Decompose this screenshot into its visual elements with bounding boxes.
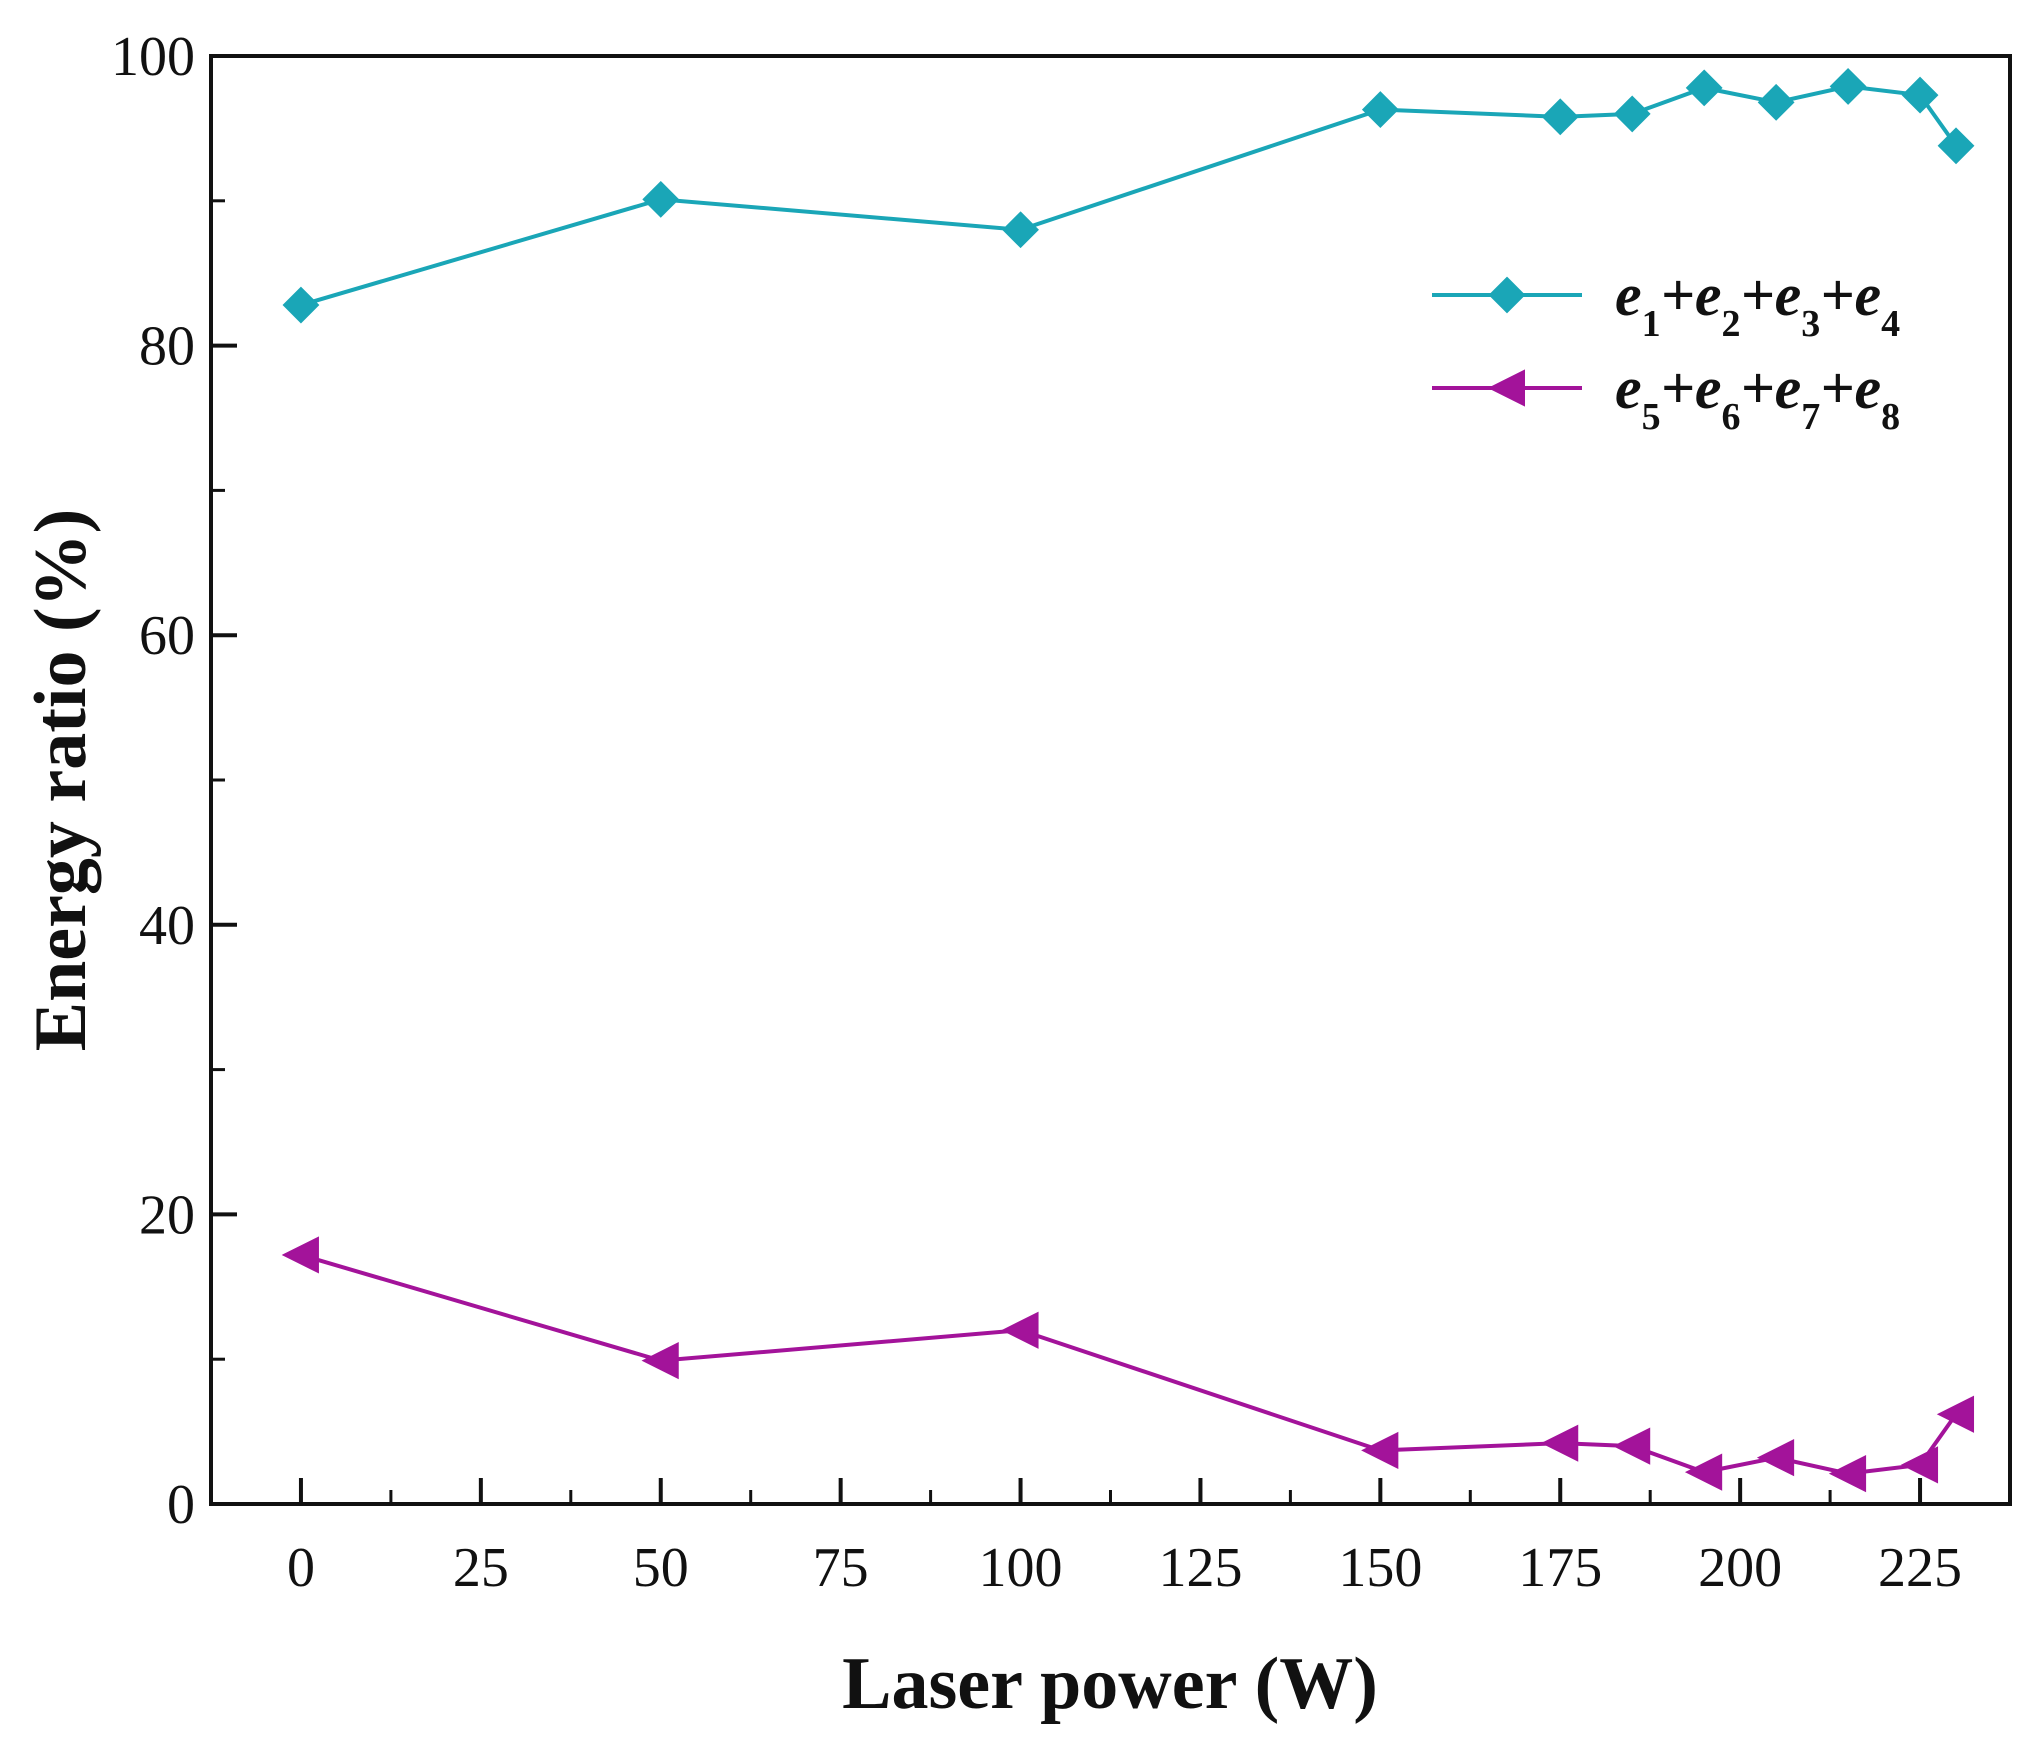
y-axis-title: Energy ratio (%)	[20, 509, 102, 1052]
legend-marker	[1487, 369, 1525, 407]
legend-label: e5+e6+e7+e8	[1615, 355, 1900, 438]
series-layer	[281, 67, 1975, 1493]
y-tick-label: 100	[111, 26, 195, 88]
data-point	[1361, 1431, 1399, 1470]
data-point	[1612, 1427, 1651, 1465]
data-point	[1901, 76, 1939, 114]
data-point	[282, 286, 320, 324]
x-tick-label: 50	[633, 1537, 689, 1599]
data-point	[1002, 211, 1039, 249]
data-point	[1684, 1453, 1723, 1491]
data-point	[1829, 67, 1867, 105]
x-tick-label: 0	[287, 1537, 315, 1599]
data-point	[642, 180, 680, 218]
x-tick-label: 225	[1878, 1537, 1962, 1599]
series-1	[282, 67, 1975, 324]
plot-area	[209, 54, 2012, 1506]
x-tick-label: 25	[453, 1537, 509, 1599]
legend-label: e1+e2+e3+e4	[1615, 262, 1900, 345]
data-point	[1685, 69, 1723, 107]
data-point	[1900, 1446, 1939, 1484]
data-point	[1001, 1311, 1039, 1349]
legend: e1+e2+e3+e4 e5+e6+e7+e8	[1432, 262, 1900, 438]
x-tick-label: 75	[813, 1537, 869, 1599]
data-point	[1828, 1454, 1867, 1493]
x-tick-label: 100	[979, 1537, 1063, 1599]
y-tick-label: 0	[167, 1474, 195, 1536]
x-axis-title: Laser power (W)	[842, 1643, 1378, 1725]
x-tick-label: 150	[1338, 1537, 1422, 1599]
data-point	[1757, 83, 1795, 121]
y-tick-label: 40	[139, 895, 195, 957]
data-point	[1613, 95, 1651, 133]
y-tick-label: 80	[139, 316, 195, 378]
data-point	[641, 1342, 679, 1380]
data-point	[1541, 98, 1579, 136]
data-point	[1541, 1424, 1579, 1462]
x-tick-label: 200	[1698, 1537, 1782, 1599]
data-point	[1937, 127, 1975, 165]
y-tick-label: 20	[139, 1184, 195, 1246]
legend-item-1: e1+e2+e3+e4	[1432, 262, 1900, 345]
x-tick-label: 125	[1158, 1537, 1242, 1599]
x-tick-label: 175	[1518, 1537, 1602, 1599]
data-point	[281, 1236, 319, 1274]
legend-item-2: e5+e6+e7+e8	[1432, 355, 1900, 438]
data-point	[1361, 91, 1399, 128]
axis-ticks: 0 25 50 75 100 125 150 175 200 225 0 20 40 60 80 100	[111, 26, 1962, 1599]
y-tick-label: 60	[139, 605, 195, 667]
data-point	[1756, 1439, 1795, 1477]
data-point	[1936, 1395, 1975, 1433]
legend-marker	[1488, 276, 1526, 314]
series-2	[281, 1236, 1975, 1493]
